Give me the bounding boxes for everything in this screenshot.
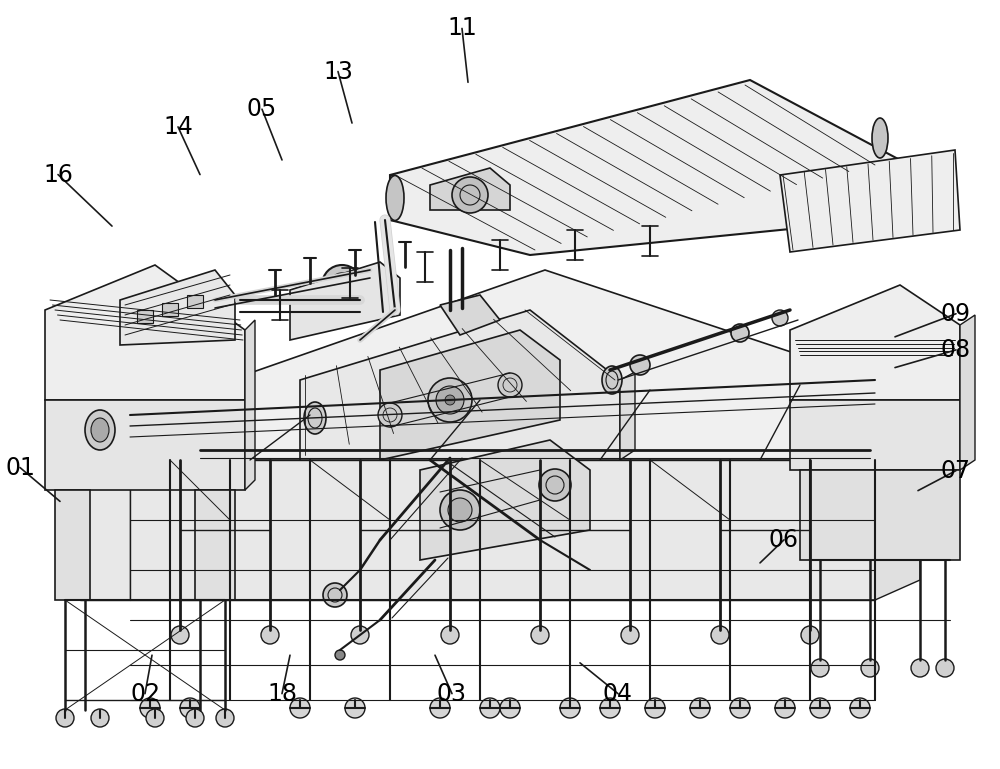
Circle shape bbox=[440, 490, 480, 530]
Polygon shape bbox=[80, 415, 130, 600]
Ellipse shape bbox=[85, 410, 115, 450]
Circle shape bbox=[345, 698, 365, 718]
Ellipse shape bbox=[91, 418, 109, 442]
Polygon shape bbox=[380, 330, 560, 460]
Polygon shape bbox=[300, 310, 620, 460]
Circle shape bbox=[378, 403, 402, 427]
Circle shape bbox=[498, 373, 522, 397]
Polygon shape bbox=[790, 285, 960, 400]
Circle shape bbox=[810, 698, 830, 718]
Text: 18: 18 bbox=[267, 681, 297, 706]
Circle shape bbox=[690, 698, 710, 718]
Polygon shape bbox=[780, 150, 960, 252]
Text: 09: 09 bbox=[941, 301, 971, 326]
Polygon shape bbox=[200, 294, 222, 316]
Polygon shape bbox=[187, 295, 203, 308]
Ellipse shape bbox=[872, 118, 888, 158]
Circle shape bbox=[323, 583, 347, 607]
Polygon shape bbox=[45, 265, 245, 400]
Text: 03: 03 bbox=[437, 681, 467, 706]
Circle shape bbox=[261, 626, 279, 644]
Polygon shape bbox=[162, 303, 178, 316]
Polygon shape bbox=[960, 315, 975, 470]
Circle shape bbox=[322, 265, 362, 305]
Circle shape bbox=[335, 650, 345, 660]
Circle shape bbox=[362, 266, 378, 282]
Circle shape bbox=[621, 626, 639, 644]
Ellipse shape bbox=[602, 366, 622, 394]
Polygon shape bbox=[420, 440, 590, 560]
Text: 08: 08 bbox=[941, 338, 971, 362]
Text: 16: 16 bbox=[43, 162, 73, 187]
Text: 11: 11 bbox=[447, 16, 477, 41]
Circle shape bbox=[186, 709, 204, 727]
Text: 01: 01 bbox=[5, 455, 35, 480]
Circle shape bbox=[730, 698, 750, 718]
Circle shape bbox=[436, 386, 464, 414]
Circle shape bbox=[441, 626, 459, 644]
Circle shape bbox=[772, 310, 788, 326]
Circle shape bbox=[351, 626, 369, 644]
Circle shape bbox=[539, 469, 571, 501]
Polygon shape bbox=[620, 372, 635, 460]
Polygon shape bbox=[875, 360, 920, 600]
Polygon shape bbox=[800, 470, 960, 560]
Circle shape bbox=[140, 698, 160, 718]
Circle shape bbox=[731, 324, 749, 342]
Circle shape bbox=[801, 626, 819, 644]
Text: 07: 07 bbox=[941, 458, 971, 483]
Circle shape bbox=[216, 709, 234, 727]
Circle shape bbox=[936, 659, 954, 677]
Polygon shape bbox=[55, 490, 90, 600]
Circle shape bbox=[600, 698, 620, 718]
Circle shape bbox=[645, 698, 665, 718]
Polygon shape bbox=[440, 295, 500, 335]
Ellipse shape bbox=[304, 402, 326, 434]
Circle shape bbox=[290, 698, 310, 718]
Polygon shape bbox=[195, 490, 235, 600]
Circle shape bbox=[452, 177, 488, 213]
Ellipse shape bbox=[386, 175, 404, 221]
Circle shape bbox=[180, 698, 200, 718]
Circle shape bbox=[56, 709, 74, 727]
Circle shape bbox=[500, 698, 520, 718]
Polygon shape bbox=[430, 168, 510, 210]
Circle shape bbox=[330, 273, 354, 297]
Polygon shape bbox=[245, 320, 255, 490]
Polygon shape bbox=[120, 270, 235, 345]
Polygon shape bbox=[790, 400, 960, 470]
Circle shape bbox=[560, 698, 580, 718]
Text: 05: 05 bbox=[247, 97, 277, 122]
Circle shape bbox=[775, 698, 795, 718]
Text: 02: 02 bbox=[130, 681, 160, 706]
Circle shape bbox=[630, 355, 650, 375]
Circle shape bbox=[811, 659, 829, 677]
Polygon shape bbox=[45, 400, 245, 490]
Circle shape bbox=[480, 698, 500, 718]
Polygon shape bbox=[390, 175, 395, 220]
Text: 06: 06 bbox=[769, 528, 799, 552]
Polygon shape bbox=[290, 262, 400, 340]
Circle shape bbox=[850, 698, 870, 718]
Circle shape bbox=[146, 709, 164, 727]
Circle shape bbox=[531, 626, 549, 644]
Polygon shape bbox=[130, 270, 875, 460]
Circle shape bbox=[448, 498, 472, 522]
Circle shape bbox=[861, 659, 879, 677]
Polygon shape bbox=[130, 460, 875, 600]
Text: 14: 14 bbox=[163, 115, 193, 139]
Polygon shape bbox=[390, 80, 900, 255]
Polygon shape bbox=[137, 310, 153, 323]
Circle shape bbox=[445, 395, 455, 405]
Circle shape bbox=[428, 378, 472, 422]
Text: 13: 13 bbox=[323, 59, 353, 84]
Text: 04: 04 bbox=[603, 681, 633, 706]
Circle shape bbox=[91, 709, 109, 727]
Circle shape bbox=[430, 698, 450, 718]
Circle shape bbox=[711, 626, 729, 644]
Circle shape bbox=[911, 659, 929, 677]
Circle shape bbox=[171, 626, 189, 644]
